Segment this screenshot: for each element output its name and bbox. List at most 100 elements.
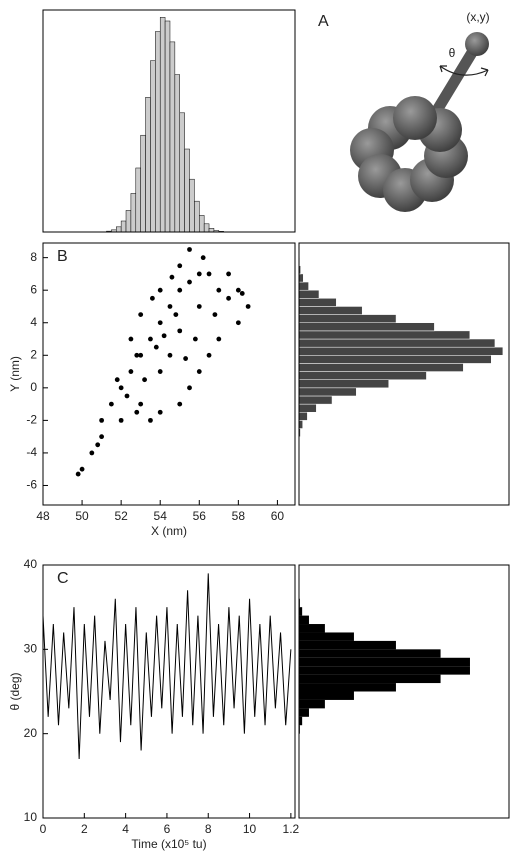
scatter-point: [226, 296, 231, 301]
scatter-point: [119, 385, 124, 390]
scatter-point: [236, 288, 241, 293]
ring-hole: [401, 146, 419, 164]
scatter-point: [148, 337, 153, 342]
scatter-point: [216, 288, 221, 293]
scatter-point: [158, 369, 163, 374]
plot-frame: [43, 243, 295, 505]
histogram-bar: [204, 224, 209, 232]
histogram-bar: [299, 692, 354, 700]
y-tick-label: 10: [24, 810, 38, 824]
histogram-bar: [299, 355, 491, 363]
tip-ball: [465, 32, 489, 56]
scatter-point: [129, 337, 134, 342]
histogram-bar: [299, 616, 309, 624]
trace-line: [43, 573, 291, 759]
histogram-bar: [299, 380, 389, 388]
scatter-point: [129, 369, 134, 374]
histogram-bar: [185, 149, 190, 232]
scatter-point: [213, 312, 218, 317]
histogram-bar: [126, 210, 131, 232]
x-tick-label: 4: [122, 822, 129, 836]
plot-frame: [43, 565, 295, 818]
scatter-point: [201, 255, 206, 260]
x-tick-label: 54: [154, 509, 168, 523]
scatter-point: [187, 280, 192, 285]
scatter-point: [150, 296, 155, 301]
scatter-point: [134, 353, 139, 358]
panel-label: A: [318, 13, 329, 30]
y-tick-label: 8: [30, 250, 37, 264]
scatter-point: [226, 272, 231, 277]
histogram-bar: [170, 42, 175, 232]
x-tick-label: 52: [114, 509, 128, 523]
histogram-bar: [131, 193, 136, 232]
scatter-point: [125, 394, 130, 399]
histogram-bar: [299, 315, 396, 323]
scatter-point: [89, 451, 94, 456]
histogram-bar: [299, 347, 503, 355]
scatter-point: [168, 353, 173, 358]
histogram-bar: [299, 412, 307, 420]
scatter-point: [177, 288, 182, 293]
histogram-bar: [299, 683, 396, 691]
histogram-bar: [299, 388, 356, 396]
y-tick-label: -2: [26, 413, 37, 427]
histogram-bar: [299, 675, 441, 683]
scatter-point: [138, 312, 143, 317]
molecule-diagram: A (x,y) θ: [318, 10, 490, 212]
scatter-point: [173, 312, 178, 317]
histogram-bar: [299, 632, 354, 640]
panel: [299, 243, 509, 505]
x-tick-label: 8: [205, 822, 212, 836]
x-tick-label: 50: [75, 509, 89, 523]
scatter-point: [193, 337, 198, 342]
x-axis-label: X (nm): [151, 524, 187, 538]
histogram-bar: [299, 331, 470, 339]
histogram-bar: [299, 363, 463, 371]
panel: [43, 10, 295, 232]
histogram-bar: [299, 658, 470, 666]
histogram-bar: [299, 274, 303, 282]
scatter-point: [158, 288, 163, 293]
y-tick-label: 0: [30, 380, 37, 394]
histogram-bar: [136, 168, 141, 232]
panel: [299, 565, 509, 818]
histogram-bar: [180, 113, 185, 232]
histogram-bar: [199, 215, 204, 232]
scatter-point: [76, 472, 81, 477]
x-axis-label: Time (x10⁵ tu): [131, 837, 206, 851]
y-axis-label: Y (nm): [8, 356, 22, 392]
scatter-point: [162, 333, 167, 338]
x-tick-label: 60: [271, 509, 285, 523]
histogram-bar: [299, 282, 309, 290]
histogram-bar: [160, 17, 165, 232]
histogram-bar: [299, 323, 434, 331]
scatter-point: [246, 304, 251, 309]
x-tick-label: 58: [232, 509, 246, 523]
histogram-bar: [299, 641, 396, 649]
histogram-bar: [116, 227, 121, 232]
y-tick-label: -6: [26, 478, 37, 492]
panel-label: C: [57, 570, 69, 587]
histogram-bar: [175, 75, 180, 232]
histogram-bar: [141, 135, 146, 232]
scatter-point: [158, 410, 163, 415]
histogram-bar: [299, 306, 362, 314]
histogram-bar: [150, 61, 155, 232]
y-tick-label: 40: [24, 557, 38, 571]
x-tick-label: 2: [81, 822, 88, 836]
histogram-bar: [299, 339, 495, 347]
histogram-bar: [155, 32, 160, 232]
scatter-point: [197, 369, 202, 374]
scatter-point: [80, 467, 85, 472]
y-tick-label: -4: [26, 445, 37, 459]
point-label: (x,y): [466, 10, 489, 24]
scatter-point: [177, 263, 182, 268]
scatter-point: [158, 320, 163, 325]
histogram-bar: [299, 700, 325, 708]
histogram-bar: [209, 228, 214, 232]
histogram-bar: [190, 179, 195, 232]
scatter-point: [134, 410, 139, 415]
